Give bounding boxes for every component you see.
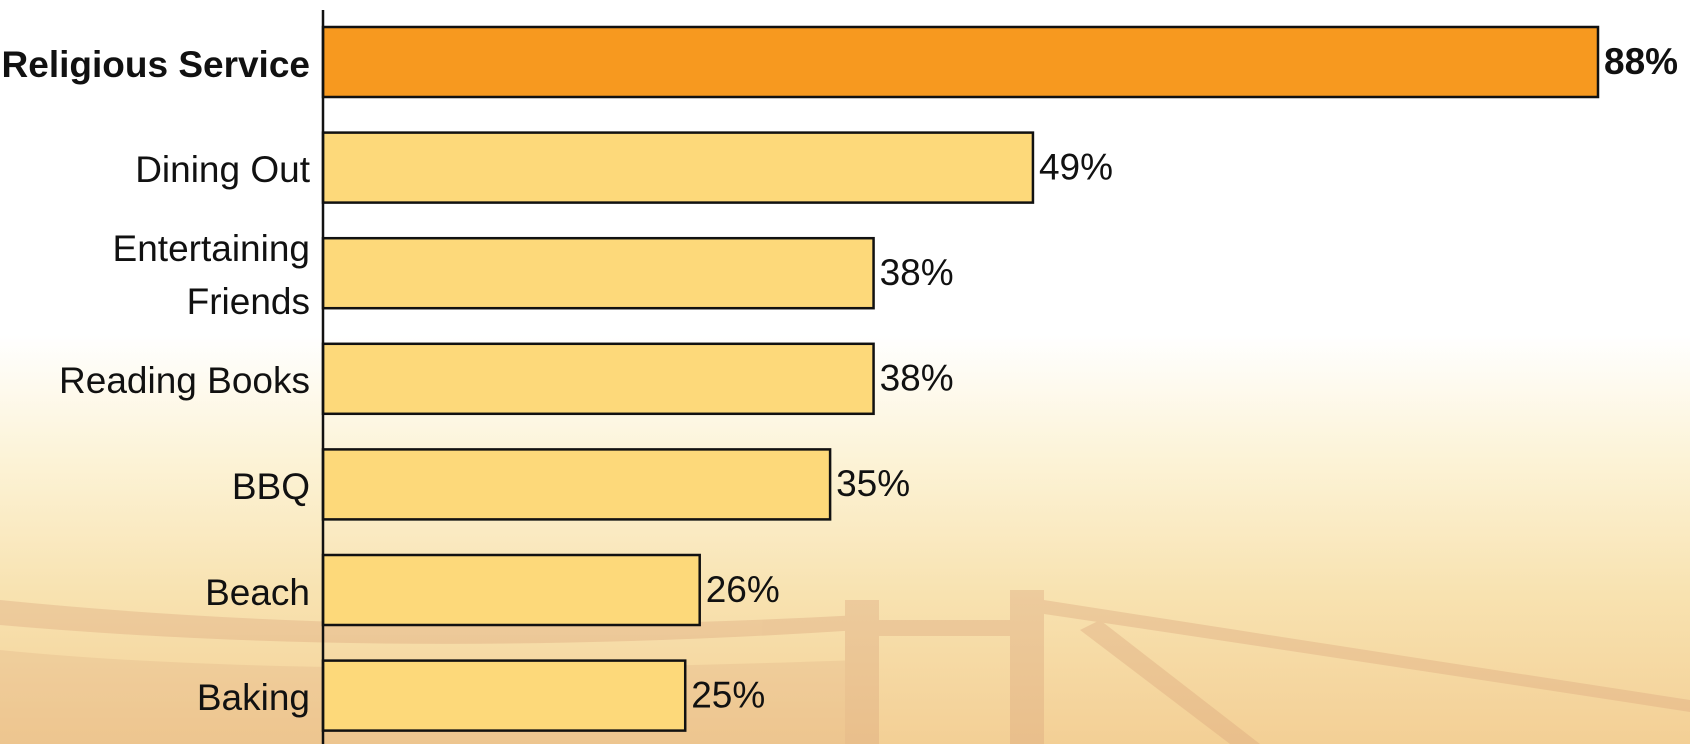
data-label: 26% xyxy=(706,569,780,610)
category-label: Reading Books xyxy=(0,354,310,407)
bar xyxy=(323,449,830,519)
category-label: Beach xyxy=(0,566,310,619)
category-label: Baking xyxy=(0,671,310,724)
category-label: Dining Out xyxy=(0,143,310,196)
category-label: Religious Service xyxy=(0,38,310,91)
bar xyxy=(323,27,1598,97)
chart-page: 88% 49% 38% 38% 35% 26% 25% Religious Service D… xyxy=(0,0,1690,744)
data-label: 38% xyxy=(880,358,954,399)
data-label: 25% xyxy=(691,674,765,715)
category-label: BBQ xyxy=(0,460,310,513)
data-label: 35% xyxy=(836,463,910,504)
data-label: 49% xyxy=(1039,146,1113,187)
bar xyxy=(323,344,874,414)
data-label: 38% xyxy=(880,252,954,293)
bar xyxy=(323,661,685,731)
bar xyxy=(323,555,700,625)
data-label: 88% xyxy=(1604,41,1678,82)
bar xyxy=(323,238,874,308)
category-label: Entertaining Friends xyxy=(0,222,310,328)
bar xyxy=(323,133,1033,203)
